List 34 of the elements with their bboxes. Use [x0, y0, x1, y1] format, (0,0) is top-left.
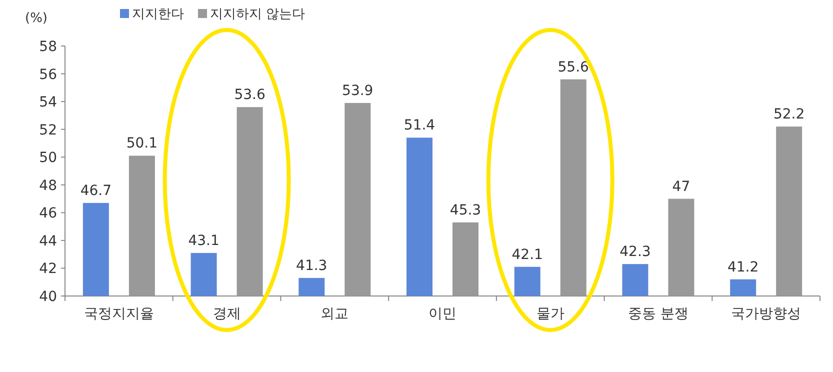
data-label: 47	[672, 178, 690, 195]
data-label: 52.2	[773, 106, 805, 123]
legend-label: 지지한다	[132, 7, 184, 22]
data-label: 43.1	[188, 232, 220, 249]
x-tick-label: 물가	[536, 306, 564, 322]
y-tick-label: 46	[39, 206, 58, 222]
y-tick-label: 54	[39, 94, 58, 111]
y-tick-label: 56	[39, 66, 58, 83]
data-label: 42.3	[620, 244, 651, 260]
x-tick-label: 이민	[428, 306, 456, 322]
data-label: 50.1	[126, 136, 158, 152]
y-tick-label: 48	[39, 178, 57, 194]
data-label: 45.3	[450, 202, 482, 218]
data-label: 55.6	[558, 59, 590, 76]
data-label: 42.1	[512, 246, 543, 263]
x-tick-label: 국가방향성	[731, 306, 802, 322]
x-tick-label: 경제	[212, 306, 241, 322]
data-label: 51.4	[404, 118, 436, 134]
y-tick-label: 44	[39, 233, 58, 250]
y-tick-label: 58	[39, 39, 57, 55]
data-label: 41.2	[727, 259, 759, 276]
data-label: 46.7	[80, 182, 112, 199]
y-tick-label: 40	[39, 289, 57, 305]
y-tick-label: 52	[39, 122, 57, 138]
y-tick-label: 42	[39, 261, 57, 278]
legend-label: 지지하지 않는다	[210, 7, 306, 22]
data-label: 41.3	[296, 258, 328, 274]
x-tick-label: 중동 분쟁	[628, 306, 688, 322]
y-axis-title: (%)	[25, 11, 48, 26]
x-tick-label: 외교	[320, 306, 349, 322]
data-label: 53.9	[342, 82, 374, 99]
data-label: 53.6	[234, 87, 266, 104]
x-tick-label: 국정지지율	[84, 306, 154, 322]
y-tick-label: 50	[39, 150, 57, 166]
